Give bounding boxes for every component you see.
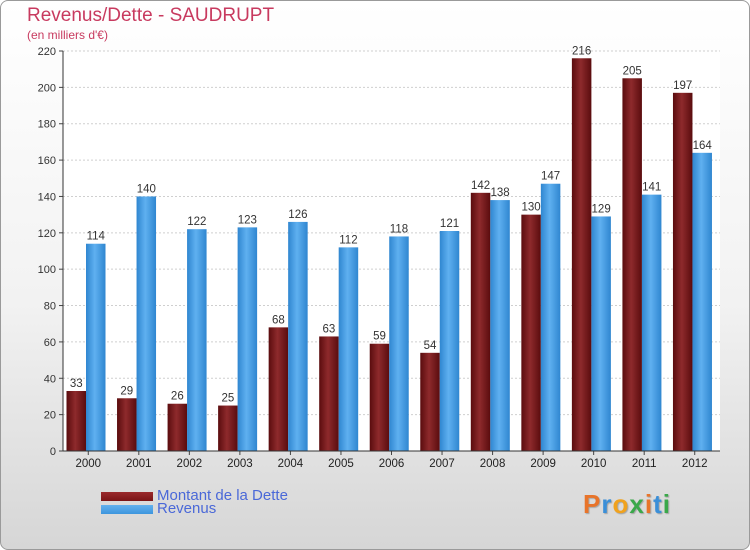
revenus-bar (439, 231, 460, 451)
revenus-bar (490, 200, 510, 451)
revenus-bar (692, 152, 712, 451)
logo-letter: i (662, 489, 671, 519)
y-tick-label: 60 (44, 337, 56, 349)
x-tick-label: 2007 (429, 458, 455, 470)
y-tick-label: 220 (38, 46, 56, 58)
bar-value-label: 126 (288, 209, 307, 221)
bar-value-label: 25 (221, 393, 234, 405)
y-tick-label: 40 (44, 373, 56, 385)
bar-value-label: 147 (541, 171, 560, 183)
logo-letter: i (644, 489, 654, 519)
legend-label-revenus: Revenus (157, 500, 217, 517)
revenus-bar (86, 243, 106, 451)
x-tick-label: 2000 (75, 458, 101, 470)
dette-bar (571, 58, 592, 451)
x-tick-label: 2005 (328, 458, 354, 470)
logo-letter: P (583, 489, 602, 519)
dette-bar (218, 405, 238, 451)
x-tick-label: 2001 (126, 458, 152, 470)
bar-value-label: 140 (137, 183, 156, 195)
y-tick-label: 20 (44, 410, 56, 422)
bar-value-label: 33 (70, 378, 83, 390)
x-tick-label: 2011 (632, 458, 657, 470)
y-tick-label: 120 (38, 228, 56, 240)
dette-bar (521, 214, 541, 451)
y-tick-label: 160 (38, 155, 56, 167)
dette-bar (117, 398, 137, 451)
x-tick-label: 2009 (530, 458, 556, 470)
bar-value-label: 118 (390, 223, 408, 235)
dette-bar (672, 92, 693, 452)
bar-value-label: 142 (471, 180, 490, 192)
x-tick-label: 2002 (177, 458, 203, 470)
bar-value-label: 123 (238, 214, 257, 226)
y-tick-label: 100 (38, 264, 56, 276)
revenus-bar (288, 221, 308, 451)
bar-value-label: 59 (373, 331, 386, 343)
dette-bar (420, 352, 440, 451)
x-tick-label: 2012 (682, 458, 708, 470)
x-tick-label: 2010 (581, 458, 607, 470)
x-tick-label: 2004 (278, 458, 304, 470)
bar-value-label: 68 (272, 314, 285, 326)
revenus-bar (591, 216, 611, 451)
y-tick-label: 140 (38, 191, 56, 203)
legend-swatch-dette (101, 492, 153, 501)
legend-swatch-revenus (101, 505, 153, 514)
revenus-bar (338, 247, 359, 451)
logo-letter: t (653, 489, 663, 519)
dette-bar (319, 336, 339, 451)
bar-value-label: 112 (339, 234, 357, 246)
dette-bar (167, 403, 188, 451)
bar-value-label: 164 (693, 140, 713, 152)
bar-value-label: 121 (440, 218, 459, 230)
proxiti-logo: Proxiti (583, 489, 671, 520)
revenus-bar (187, 229, 207, 451)
x-tick-label: 2008 (480, 458, 506, 470)
revenus-bar (540, 183, 561, 451)
y-tick-label: 0 (50, 446, 56, 458)
bar-value-label: 114 (87, 231, 106, 243)
bar-value-label: 130 (522, 202, 541, 214)
bar-value-label: 63 (323, 323, 336, 335)
dette-bar (268, 327, 289, 451)
logo-letter: r (601, 489, 613, 519)
y-tick-label: 200 (38, 82, 56, 94)
bar-value-label: 26 (171, 391, 184, 403)
x-tick-label: 2006 (379, 458, 405, 470)
bar-value-label: 141 (642, 182, 661, 194)
bar-value-label: 129 (592, 203, 611, 215)
logo-letter: x (629, 489, 645, 519)
y-tick-label: 80 (44, 301, 56, 313)
legend-label-dette: Montant de la Dette (157, 487, 288, 504)
bar-value-label: 54 (424, 340, 437, 352)
bar-value-label: 216 (572, 45, 591, 57)
dette-bar (470, 192, 491, 451)
logo-letter: o (612, 489, 630, 519)
dette-bar (66, 391, 86, 451)
revenus-bar (641, 194, 662, 452)
revenus-bar (136, 196, 157, 451)
y-tick-label: 180 (38, 119, 56, 131)
bar-value-label: 197 (673, 80, 692, 92)
bar-value-label: 138 (490, 187, 509, 199)
bar-value-label: 29 (120, 385, 133, 397)
revenus-bar (237, 227, 258, 451)
bar-value-label: 122 (187, 216, 206, 228)
x-tick-label: 2003 (227, 458, 253, 470)
revenus-bar (389, 236, 409, 451)
chart-title: Revenus/Dette - SAUDRUPT (27, 5, 275, 26)
bar-value-label: 205 (623, 65, 642, 77)
dette-bar (622, 78, 642, 451)
chart-subtitle: (en milliers d'€) (27, 28, 108, 42)
dette-bar (369, 343, 390, 451)
